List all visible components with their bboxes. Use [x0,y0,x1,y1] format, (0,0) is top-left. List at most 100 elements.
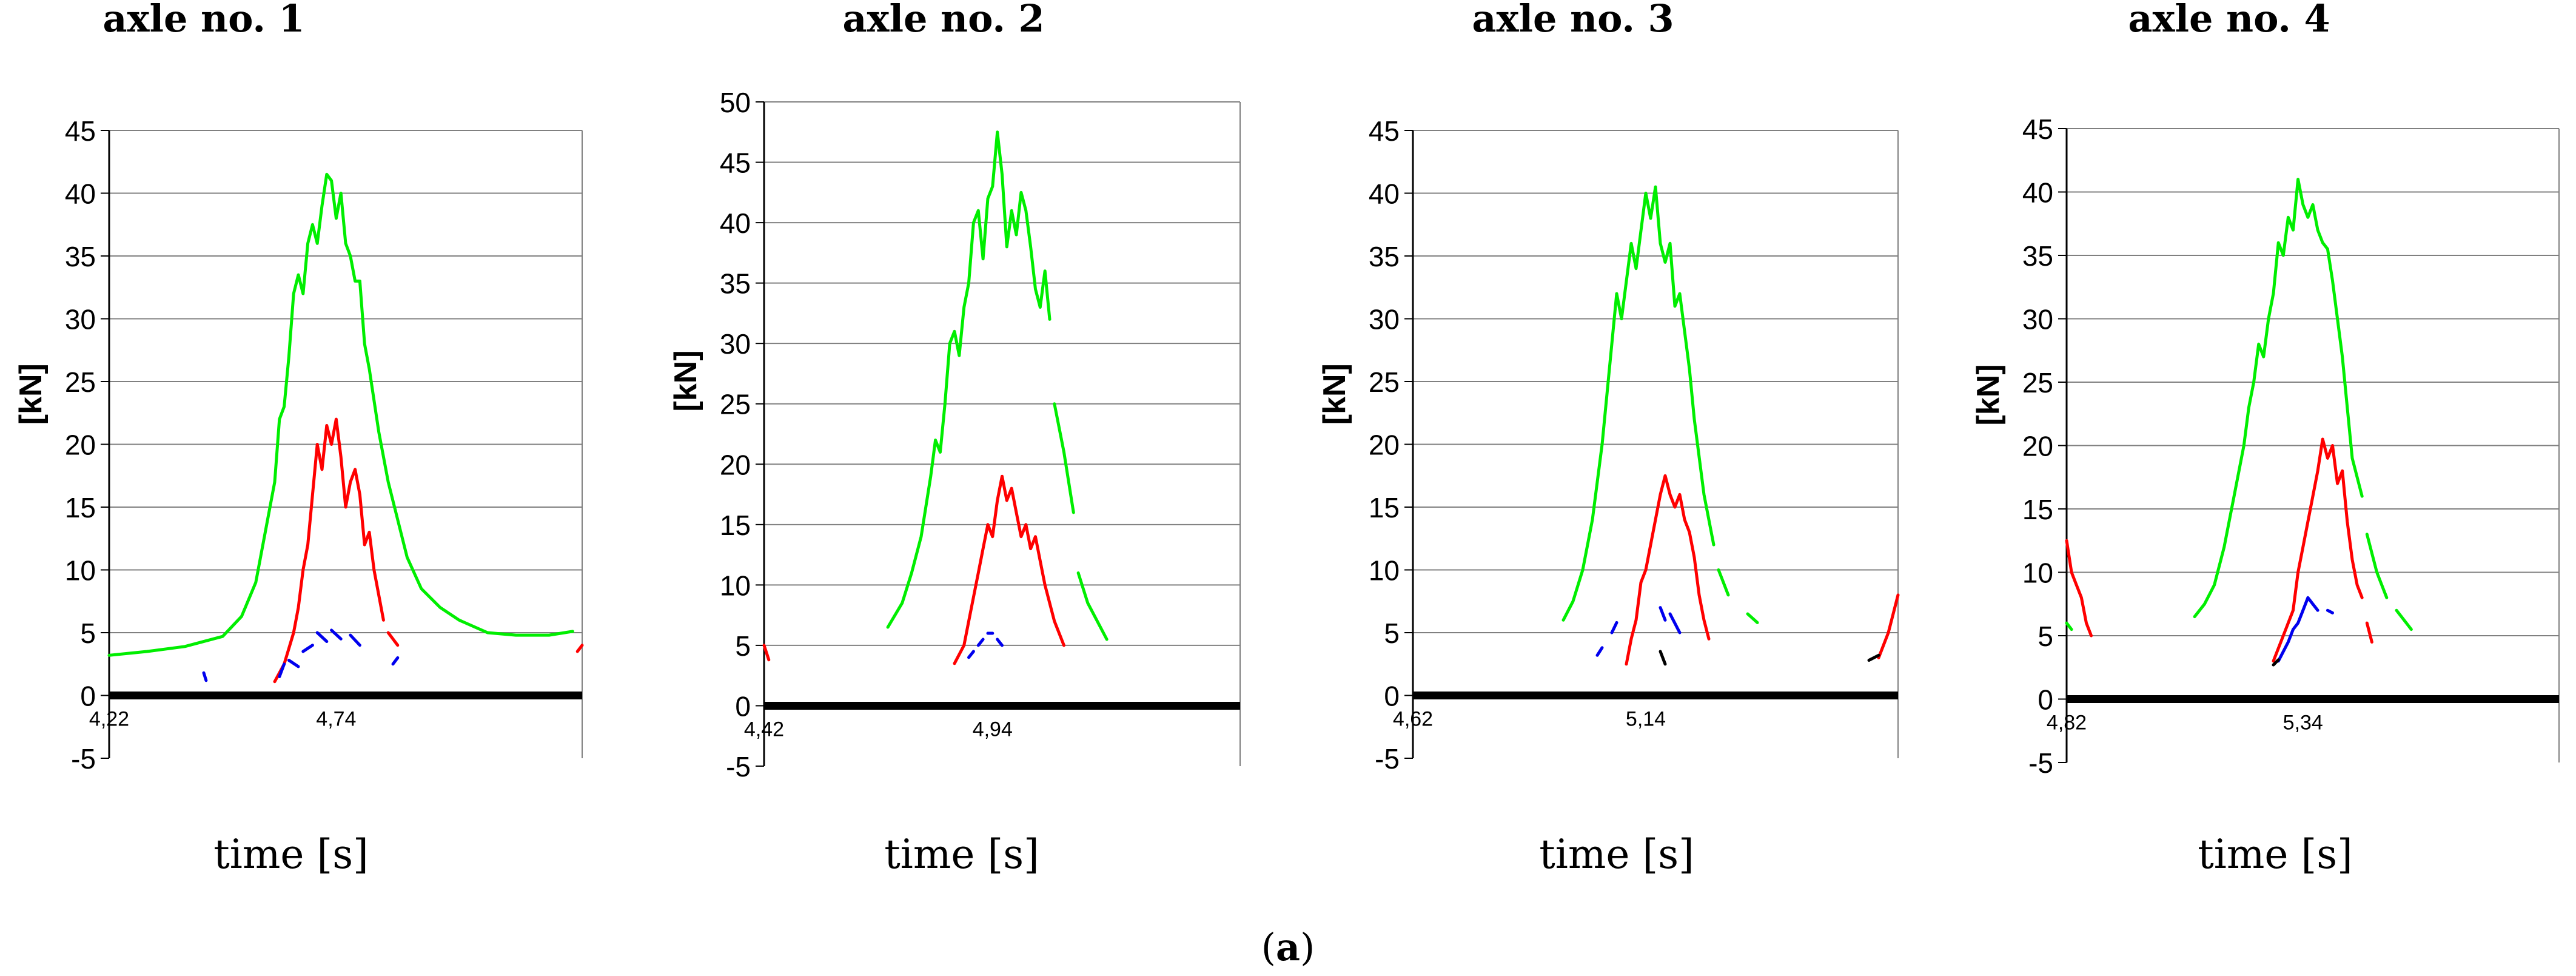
x-tick-label: 4,22 [89,708,129,731]
x-tick-label: 4,74 [316,708,356,731]
series-blue-line [2326,608,2334,614]
series-green-line [2395,608,2413,631]
y-tick-label: 5 [735,630,751,662]
y-tick-label: 10 [1369,555,1400,587]
series-blue-line [349,633,361,647]
series-blue-line [315,631,329,643]
series-green-line [886,130,1052,629]
series-green-line [1561,185,1716,622]
y-tick-label: 15 [2022,494,2053,525]
panel-2-xlabel: time [s] [884,831,1039,878]
series-blue-line [996,638,1004,647]
series-red-line [1877,593,1900,659]
x-tick-label: 5,34 [2283,712,2323,735]
series-blue-line [278,662,286,678]
figure-caption: (a) [1261,925,1315,969]
panel-3-title: axle no. 3 [1472,0,1674,41]
series-blue-line [202,671,208,682]
y-axis-title: [kN] [1971,364,2006,425]
y-tick-label: 15 [720,510,751,541]
series-red-line [953,474,1065,665]
y-tick-label: 40 [2022,177,2053,209]
panel-4-xlabel: time [s] [2198,831,2353,878]
series-blue-line [287,659,300,668]
series-blue-line [2276,596,2319,663]
panel-1-xlabel: time [s] [213,831,369,878]
series-black-line [1867,653,1880,662]
y-tick-label: -5 [1375,743,1400,775]
y-tick-label: 25 [1369,366,1400,398]
series-red-line [2065,539,2093,638]
y-tick-label: 0 [1384,681,1400,712]
series-red-line [762,644,771,662]
y-tick-label: 5 [1384,618,1400,649]
x-tick-label: 4,82 [2047,712,2087,735]
y-tick-label: 10 [720,570,751,601]
series-green-line [2365,533,2389,599]
series-blue-line [301,644,314,653]
y-tick-label: 0 [2038,684,2053,716]
y-tick-label: 30 [2022,304,2053,335]
y-axis-title: [kN] [668,350,703,411]
y-axis-title: [kN] [1317,363,1352,425]
y-tick-label: 45 [2022,113,2053,145]
y-tick-label: 30 [1369,304,1400,335]
series-blue-line [1610,621,1618,634]
y-tick-label: -5 [2028,747,2053,779]
series-red-line [2272,437,2364,663]
series-green-line [1076,571,1109,641]
y-tick-label: 45 [1369,115,1400,147]
y-tick-label: 15 [65,492,96,523]
y-tick-label: 30 [65,304,96,335]
x-tick-label: 5,14 [1626,708,1666,731]
y-tick-label: 45 [65,115,96,147]
series-blue-line [330,628,343,641]
y-tick-label: 10 [65,555,96,587]
series-green-line [1746,612,1759,624]
y-tick-label: 50 [720,87,751,118]
series-green-line [2065,621,2073,631]
y-tick-label: 35 [1369,241,1400,272]
series-green-line [2193,178,2364,619]
series-blue-line [1668,612,1682,634]
series-black-line [1659,650,1667,666]
series-red-line [2365,621,2373,644]
y-tick-label: 0 [735,690,751,722]
y-tick-label: 20 [720,449,751,480]
y-tick-label: 30 [720,328,751,360]
y-tick-label: 40 [1369,178,1400,210]
series-blue-line [391,656,400,666]
figure-caption-label: a [1275,925,1301,969]
x-tick-label: 4,62 [1393,708,1433,731]
series-blue-line [967,650,975,659]
y-tick-label: 5 [80,618,96,649]
y-tick-label: 15 [1369,492,1400,523]
panel-4-title: axle no. 4 [2128,0,2330,41]
series-red-line [386,631,400,647]
y-axis-title: [kN] [13,363,49,425]
series-green-line [107,172,574,657]
y-tick-label: -5 [726,751,751,782]
series-blue-line [976,638,985,647]
y-tick-label: 0 [80,681,96,712]
series-red-line [1625,474,1711,666]
series-green-line [1717,568,1730,597]
series-black-line [2272,658,2280,667]
y-tick-label: 35 [65,241,96,272]
y-tick-label: 5 [2038,621,2053,652]
y-tick-label: 25 [65,366,96,398]
x-tick-label: 4,94 [973,718,1013,741]
y-tick-label: 25 [720,389,751,420]
y-tick-label: -5 [71,743,96,775]
y-tick-label: 40 [65,178,96,210]
y-tick-label: 40 [720,207,751,239]
series-red-line [575,644,584,653]
series-blue-line [1659,606,1667,622]
y-tick-label: 20 [2022,431,2053,462]
y-tick-label: 35 [2022,240,2053,272]
y-tick-label: 35 [720,268,751,300]
y-tick-label: 20 [1369,429,1400,461]
